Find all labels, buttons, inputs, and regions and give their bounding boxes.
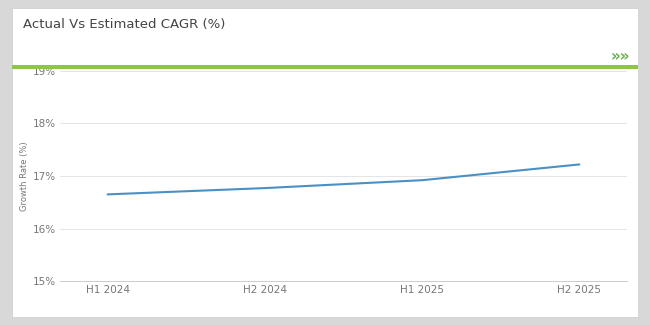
Text: Actual Vs Estimated CAGR (%): Actual Vs Estimated CAGR (%) bbox=[23, 18, 226, 31]
Y-axis label: Growth Rate (%): Growth Rate (%) bbox=[20, 141, 29, 211]
Text: »»: »» bbox=[611, 49, 630, 64]
